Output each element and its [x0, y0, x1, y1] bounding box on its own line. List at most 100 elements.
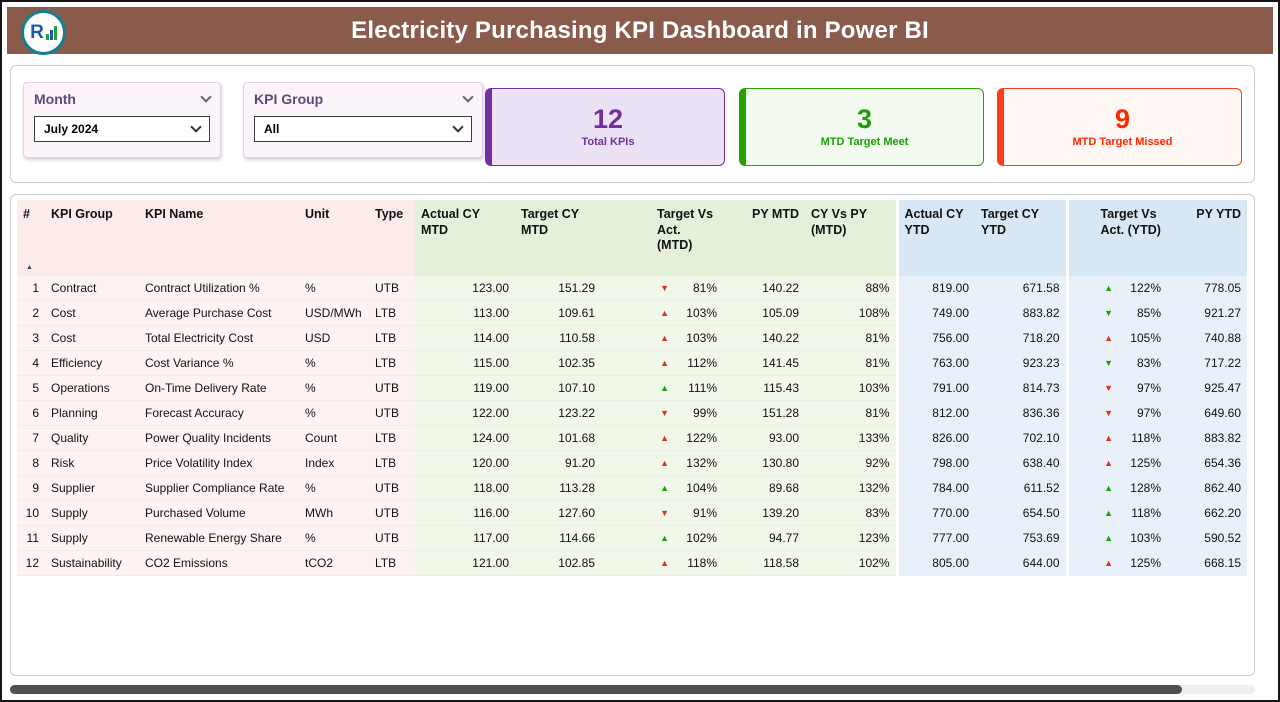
cell-target-vs-act-ytd-value: 125%	[1130, 456, 1161, 470]
col-header-py-mtd[interactable]: PY MTD	[723, 200, 805, 276]
cell-target-vs-act-ytd-value: 103%	[1130, 531, 1161, 545]
cell-target-cy-mtd: 102.85	[515, 550, 601, 576]
cell-target-cy-ytd: 718.20	[975, 325, 1067, 351]
cell-index: 12	[17, 550, 45, 576]
cell-cy-vs-py-mtd: 103%	[805, 375, 897, 401]
table-row[interactable]: 11 Supply Renewable Energy Share % UTB 1…	[17, 525, 1247, 551]
cell-index: 11	[17, 525, 45, 551]
month-dropdown[interactable]: July 2024	[34, 116, 210, 142]
table-row[interactable]: 10 Supply Purchased Volume MWh UTB 116.0…	[17, 500, 1247, 526]
cell-py-ytd: 662.20	[1167, 500, 1247, 526]
cell-actual-cy-ytd: 784.00	[895, 475, 975, 501]
table-row[interactable]: 7 Quality Power Quality Incidents Count …	[17, 425, 1247, 451]
cell-type: UTB	[369, 375, 415, 401]
cell-actual-cy-mtd: 119.00	[415, 375, 515, 401]
trend-arrow-icon: ▼	[660, 283, 669, 293]
month-slicer: Month July 2024	[23, 82, 221, 158]
cell-type: UTB	[369, 475, 415, 501]
cell-type: UTB	[369, 400, 415, 426]
cell-kpi-group: Efficiency	[45, 350, 139, 376]
cell-py-mtd: 115.43	[723, 375, 805, 401]
cell-py-mtd: 105.09	[723, 300, 805, 326]
trend-arrow-icon: ▲	[660, 558, 669, 568]
cell-target-cy-mtd: 151.29	[515, 276, 601, 301]
cell-target-vs-act-ytd-value: 128%	[1130, 481, 1161, 495]
horizontal-scrollbar-thumb[interactable]	[10, 685, 1182, 694]
bar-chart-icon	[45, 25, 57, 40]
cell-target-vs-act-mtd-value: 111%	[688, 381, 717, 395]
cell-actual-cy-mtd: 121.00	[415, 550, 515, 576]
col-header-target-vs-act-ytd[interactable]: Target Vs Act. (YTD)	[1065, 200, 1167, 276]
chevron-down-icon	[190, 120, 202, 133]
horizontal-scrollbar-track[interactable]	[10, 685, 1255, 694]
cell-index: 4	[17, 350, 45, 376]
cell-py-mtd: 139.20	[723, 500, 805, 526]
cell-target-cy-mtd: 123.22	[515, 400, 601, 426]
cell-cy-vs-py-mtd: 102%	[805, 550, 897, 576]
table-row[interactable]: 5 Operations On-Time Delivery Rate % UTB…	[17, 375, 1247, 401]
cell-actual-cy-mtd: 124.00	[415, 425, 515, 451]
cell-actual-cy-mtd: 122.00	[415, 400, 515, 426]
cell-actual-cy-ytd: 791.00	[895, 375, 975, 401]
chevron-down-icon[interactable]	[462, 90, 474, 103]
cell-py-mtd: 151.28	[723, 400, 805, 426]
cell-unit: tCO2	[299, 550, 369, 576]
col-header-target-cy-ytd[interactable]: Target CY YTD	[975, 200, 1067, 276]
col-header-kpi-group[interactable]: KPI Group	[45, 200, 139, 276]
cell-target-vs-act-ytd-value: 105%	[1130, 331, 1161, 345]
chevron-down-icon[interactable]	[200, 90, 212, 103]
trend-arrow-icon: ▼	[660, 408, 669, 418]
col-header-actual-cy-ytd[interactable]: Actual CY YTD	[895, 200, 975, 276]
cell-target-vs-act-mtd-value: 99%	[692, 406, 717, 420]
cell-kpi-name: On-Time Delivery Rate	[139, 375, 299, 401]
cell-index: 6	[17, 400, 45, 426]
cell-actual-cy-mtd: 117.00	[415, 525, 515, 551]
cell-target-vs-act-ytd-value: 85%	[1136, 306, 1161, 320]
mtd-target-meet-value: 3	[856, 104, 873, 134]
cell-target-cy-mtd: 102.35	[515, 350, 601, 376]
col-header-index[interactable]: # ▲	[17, 200, 45, 276]
cell-type: UTB	[369, 276, 415, 301]
cell-unit: %	[299, 350, 369, 376]
cell-type: LTB	[369, 425, 415, 451]
cell-actual-cy-ytd: 805.00	[895, 550, 975, 576]
table-row[interactable]: 3 Cost Total Electricity Cost USD LTB 11…	[17, 325, 1247, 351]
cell-kpi-name: Total Electricity Cost	[139, 325, 299, 351]
cell-py-ytd: 649.60	[1167, 400, 1247, 426]
trend-arrow-icon: ▼	[1104, 383, 1113, 393]
mtd-target-meet-label: MTD Target Meet	[820, 136, 909, 148]
table-row[interactable]: 9 Supplier Supplier Compliance Rate % UT…	[17, 475, 1247, 501]
cell-index: 8	[17, 450, 45, 476]
cell-index: 10	[17, 500, 45, 526]
cell-target-vs-act-ytd: ▼ 97%	[1065, 375, 1167, 401]
cell-target-vs-act-mtd-value: 122%	[686, 431, 717, 445]
col-header-py-ytd[interactable]: PY YTD	[1167, 200, 1247, 276]
col-header-target-vs-act-mtd[interactable]: Target Vs Act. (MTD)	[601, 200, 723, 276]
cell-py-ytd: 925.47	[1167, 375, 1247, 401]
month-slicer-label: Month	[34, 91, 76, 107]
table-row[interactable]: 8 Risk Price Volatility Index Index LTB …	[17, 450, 1247, 476]
cell-cy-vs-py-mtd: 88%	[805, 276, 897, 301]
trend-arrow-icon: ▲	[1104, 483, 1113, 493]
table-row[interactable]: 4 Efficiency Cost Variance % % LTB 115.0…	[17, 350, 1247, 376]
kpi-group-dropdown[interactable]: All	[254, 116, 472, 142]
col-header-unit[interactable]: Unit	[299, 200, 369, 276]
table-row[interactable]: 1 Contract Contract Utilization % % UTB …	[17, 276, 1247, 301]
col-header-actual-cy-mtd[interactable]: Actual CY MTD	[415, 200, 515, 276]
kpi-group-slicer: KPI Group All	[243, 82, 483, 158]
logo-letter: R	[30, 22, 44, 43]
col-header-type[interactable]: Type	[369, 200, 415, 276]
trend-arrow-icon: ▲	[660, 358, 669, 368]
mtd-target-missed-value: 9	[1114, 104, 1131, 134]
table-row[interactable]: 12 Sustainability CO2 Emissions tCO2 LTB…	[17, 550, 1247, 576]
table-row[interactable]: 6 Planning Forecast Accuracy % UTB 122.0…	[17, 400, 1247, 426]
cell-type: LTB	[369, 325, 415, 351]
col-header-cy-vs-py-mtd[interactable]: CY Vs PY (MTD)	[805, 200, 897, 276]
col-header-target-cy-mtd[interactable]: Target CY MTD	[515, 200, 601, 276]
table-row[interactable]: 2 Cost Average Purchase Cost USD/MWh LTB…	[17, 300, 1247, 326]
cell-actual-cy-mtd: 116.00	[415, 500, 515, 526]
cell-target-vs-act-mtd: ▲ 103%	[601, 300, 723, 326]
cell-target-vs-act-mtd-value: 102%	[686, 531, 717, 545]
col-header-kpi-name[interactable]: KPI Name	[139, 200, 299, 276]
cell-py-ytd: 654.36	[1167, 450, 1247, 476]
